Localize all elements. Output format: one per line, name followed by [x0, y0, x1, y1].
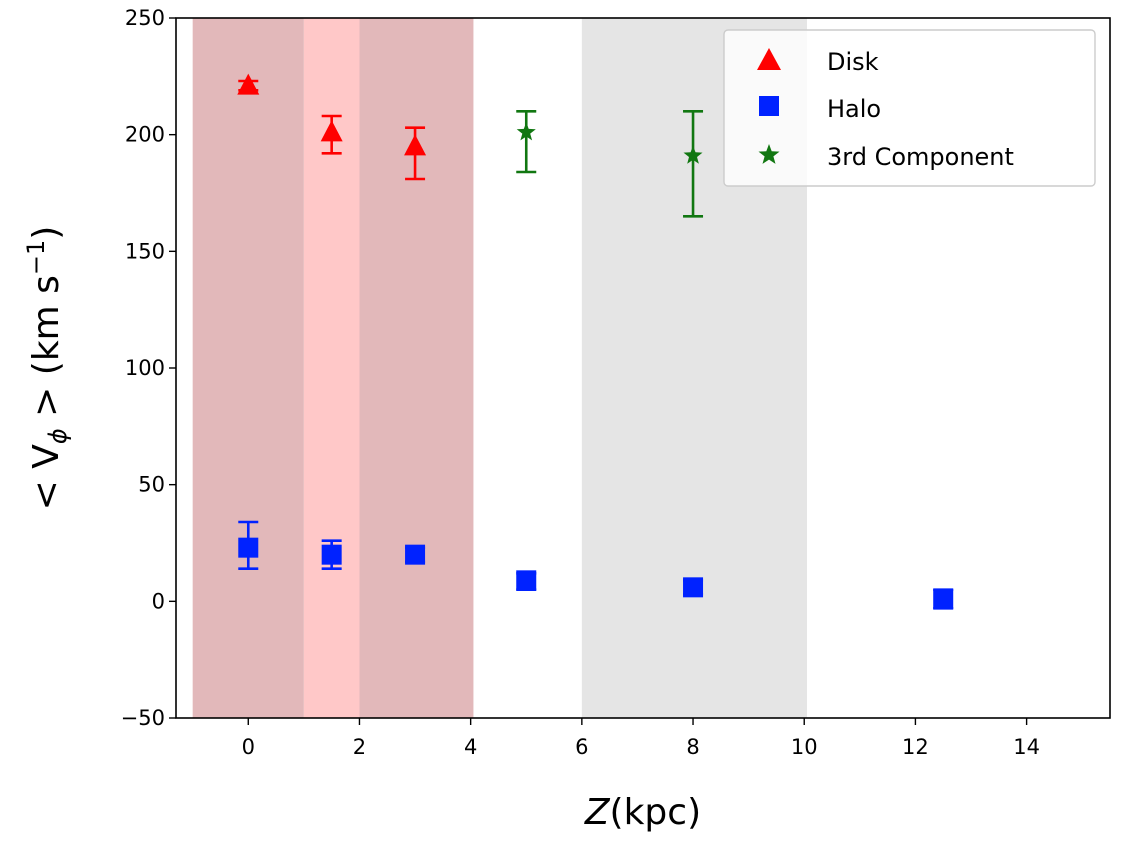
x-tick-label: 6: [575, 735, 588, 759]
x-axis-symbol: Z: [584, 792, 611, 833]
legend-label-halo: Halo: [827, 95, 881, 123]
data-point-square: [683, 577, 704, 598]
y-axis-label-tail: > (km s: [26, 275, 67, 428]
data-point-triangle: [320, 120, 343, 142]
legend: Disk Halo 3rd Component: [723, 29, 1096, 187]
shaded-regions: [192, 18, 808, 718]
legend-triangle-marker: [757, 48, 781, 70]
legend-star-marker: [758, 144, 780, 164]
y-tick-label: 250: [125, 6, 165, 30]
legend-label-disk: Disk: [827, 48, 879, 76]
y-axis-label: < Vϕ > (km s−1): [22, 226, 72, 511]
x-tick-label: 10: [791, 735, 818, 759]
x-tick-label: 2: [353, 735, 366, 759]
y-tick-label: 100: [125, 356, 165, 380]
data-point-square: [933, 589, 954, 609]
x-tick-label: 14: [1013, 735, 1040, 759]
y-tick-label: 150: [125, 239, 165, 263]
legend-label-3rd-component: 3rd Component: [827, 143, 1014, 171]
y-axis-label-sup: −1: [22, 240, 50, 275]
x-tick-label: 8: [686, 735, 699, 759]
axis-ticks: 0 2 4 6 8 10 12 14 −50 0 50 100 150 200 250: [121, 6, 1040, 759]
legend-frame: [723, 29, 1096, 187]
data-marks: [237, 73, 954, 610]
data-point-triangle: [404, 134, 427, 156]
data-point-star: [516, 122, 536, 141]
x-tick-label: 4: [464, 735, 477, 759]
shaded-region: [192, 18, 304, 718]
x-axis-unit: (kpc): [610, 792, 702, 833]
x-tick-label: 0: [242, 735, 255, 759]
shaded-region: [359, 18, 474, 718]
y-tick-label: 50: [138, 473, 165, 497]
y-tick-label: 200: [125, 123, 165, 147]
y-tick-label: −50: [121, 706, 165, 730]
y-axis-label-main: < V: [26, 444, 67, 511]
data-point-square: [238, 537, 259, 558]
data-point-square: [405, 544, 426, 565]
data-point-triangle: [237, 73, 260, 95]
y-axis-label-sub: ϕ: [44, 428, 72, 444]
x-tick-label: 12: [902, 735, 929, 759]
data-point-star: [683, 145, 703, 164]
y-tick-label: 0: [152, 589, 165, 613]
data-point-square: [321, 544, 342, 565]
y-axis-label-close: ): [26, 226, 67, 240]
data-point-square: [516, 570, 537, 591]
legend-square-marker: [759, 96, 779, 116]
x-axis-label: Z(kpc): [584, 792, 701, 833]
